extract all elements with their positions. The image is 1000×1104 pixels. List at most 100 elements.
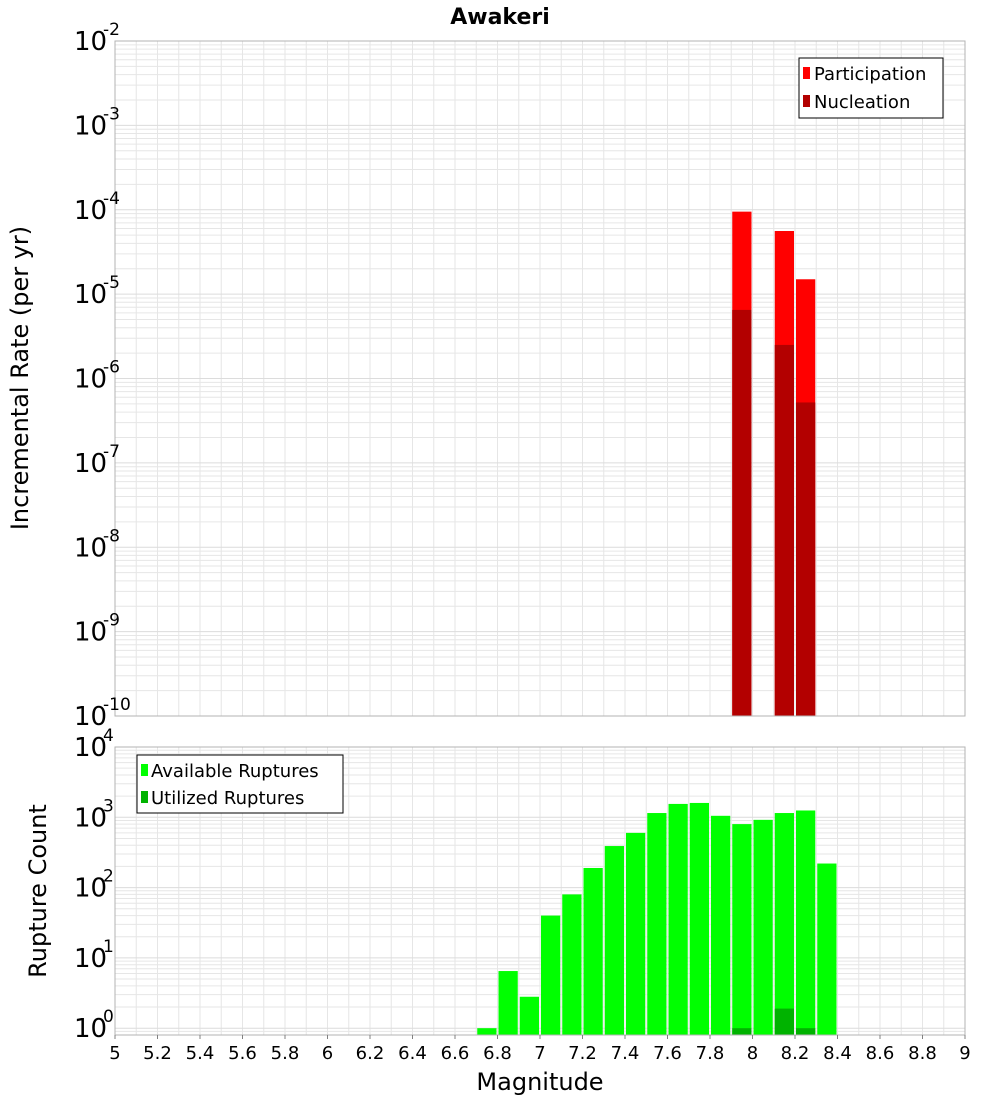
count-x-tick-labels: 5 5.2 5.4 5.6 5.8 6 6.2 6.4 6.6 6.8 7 7.2 7.4 7.6 7.8 8… bbox=[109, 1035, 971, 1064]
nucleation-legend-label: Nucleation bbox=[814, 92, 910, 113]
available-ruptures-bar bbox=[817, 863, 837, 1035]
count-legend: Available Ruptures Utilized Ruptures bbox=[136, 754, 344, 814]
available-ruptures-bar bbox=[541, 915, 561, 1035]
count-y-axis-label: Rupture Count bbox=[24, 804, 52, 978]
y-tick-exponent: 1 bbox=[103, 937, 114, 957]
available-ruptures-bar bbox=[774, 813, 794, 1035]
y-tick-label: 103 bbox=[74, 796, 114, 833]
count-bars bbox=[477, 802, 837, 1035]
y-tick-label: 10-3 bbox=[74, 104, 120, 141]
y-tick-label: 104 bbox=[74, 726, 114, 763]
y-tick-base: 10 bbox=[74, 449, 107, 479]
x-axis-label: Magnitude bbox=[476, 1068, 603, 1096]
y-tick-base: 10 bbox=[74, 196, 107, 226]
y-tick-base: 10 bbox=[74, 1014, 107, 1044]
y-tick-exponent: 2 bbox=[103, 867, 114, 887]
utilized-ruptures-bar bbox=[732, 1028, 752, 1035]
y-tick-label: 101 bbox=[74, 937, 114, 974]
y-tick-label: 10-8 bbox=[74, 526, 120, 563]
available-ruptures-bar bbox=[626, 832, 646, 1035]
y-tick-label: 102 bbox=[74, 867, 114, 904]
x-tick-label: 9 bbox=[959, 1043, 970, 1064]
x-tick-label: 5.6 bbox=[228, 1043, 257, 1064]
y-tick-exponent: -4 bbox=[103, 189, 120, 209]
y-tick-base: 10 bbox=[74, 618, 107, 648]
y-tick-label: 10-2 bbox=[74, 20, 120, 57]
x-tick-label: 6.8 bbox=[483, 1043, 512, 1064]
available-ruptures-bar bbox=[647, 813, 667, 1035]
x-tick-label: 7.6 bbox=[653, 1043, 682, 1064]
available-ruptures-bar bbox=[477, 1028, 497, 1035]
y-tick-label: 10-7 bbox=[74, 442, 120, 479]
x-tick-label: 5.8 bbox=[271, 1043, 300, 1064]
y-tick-exponent: -3 bbox=[103, 104, 120, 124]
x-tick-label: 8.8 bbox=[908, 1043, 937, 1064]
y-tick-label: 10-4 bbox=[74, 189, 120, 226]
y-tick-exponent: 4 bbox=[103, 726, 114, 746]
y-tick-base: 10 bbox=[74, 27, 107, 57]
rate-gridlines bbox=[114, 41, 966, 717]
utilized-ruptures-bar bbox=[774, 1008, 794, 1035]
rate-bars bbox=[732, 211, 816, 716]
y-tick-label: 10-9 bbox=[74, 611, 120, 648]
x-tick-label: 7 bbox=[534, 1043, 545, 1064]
rate-legend: Participation Nucleation bbox=[798, 57, 944, 119]
y-tick-exponent: 0 bbox=[103, 1007, 114, 1027]
nucleation-legend-swatch bbox=[803, 95, 810, 107]
available-ruptures-bar bbox=[796, 810, 816, 1035]
x-tick-label: 6.6 bbox=[441, 1043, 470, 1064]
rate-plot-frame bbox=[114, 40, 966, 717]
nucleation-bar bbox=[774, 344, 794, 716]
participation-legend-swatch bbox=[803, 67, 810, 79]
y-tick-base: 10 bbox=[74, 365, 107, 395]
y-tick-label: 10-5 bbox=[74, 273, 120, 310]
nucleation-bar bbox=[796, 402, 816, 716]
y-tick-exponent: -8 bbox=[103, 526, 120, 546]
x-tick-label: 5.2 bbox=[143, 1043, 172, 1064]
y-tick-exponent: -5 bbox=[103, 273, 120, 293]
x-tick-label: 7.8 bbox=[696, 1043, 725, 1064]
y-tick-exponent: -9 bbox=[103, 611, 120, 631]
y-tick-base: 10 bbox=[74, 280, 107, 310]
available-legend-label: Available Ruptures bbox=[151, 761, 319, 782]
available-ruptures-bar bbox=[583, 867, 603, 1035]
available-ruptures-bar bbox=[732, 824, 752, 1035]
rate-legend-box bbox=[798, 57, 944, 119]
x-tick-label: 8.2 bbox=[781, 1043, 810, 1064]
x-tick-label: 8.6 bbox=[866, 1043, 895, 1064]
y-tick-label: 10-10 bbox=[74, 695, 131, 732]
utilized-legend-swatch bbox=[141, 791, 148, 803]
y-tick-base: 10 bbox=[74, 702, 107, 732]
available-ruptures-bar bbox=[668, 803, 688, 1035]
utilized-ruptures-bar bbox=[796, 1028, 816, 1035]
x-tick-label: 8.4 bbox=[823, 1043, 852, 1064]
y-tick-base: 10 bbox=[74, 944, 107, 974]
x-tick-label: 6.4 bbox=[398, 1043, 427, 1064]
y-tick-base: 10 bbox=[74, 733, 107, 763]
y-tick-base: 10 bbox=[74, 803, 107, 833]
y-tick-label: 10-6 bbox=[74, 358, 120, 395]
y-tick-exponent: -7 bbox=[103, 442, 120, 462]
available-ruptures-bar bbox=[753, 819, 773, 1035]
y-tick-label: 100 bbox=[74, 1007, 114, 1044]
x-tick-label: 7.4 bbox=[611, 1043, 640, 1064]
x-tick-label: 6 bbox=[322, 1043, 333, 1064]
y-tick-base: 10 bbox=[74, 874, 107, 904]
x-tick-label: 7.2 bbox=[568, 1043, 597, 1064]
available-ruptures-bar bbox=[604, 846, 624, 1035]
available-ruptures-bar bbox=[498, 971, 518, 1035]
x-tick-label: 8 bbox=[747, 1043, 758, 1064]
available-ruptures-bar bbox=[562, 894, 582, 1035]
nucleation-bar bbox=[732, 309, 752, 716]
participation-legend-label: Participation bbox=[814, 64, 926, 85]
y-tick-base: 10 bbox=[74, 111, 107, 141]
x-tick-label: 5 bbox=[109, 1043, 120, 1064]
x-tick-label: 6.2 bbox=[356, 1043, 385, 1064]
rate-y-axis-label: Incremental Rate (per yr) bbox=[6, 226, 34, 530]
x-tick-label: 5.4 bbox=[186, 1043, 215, 1064]
utilized-legend-label: Utilized Ruptures bbox=[151, 788, 304, 809]
count-legend-box bbox=[136, 754, 344, 814]
